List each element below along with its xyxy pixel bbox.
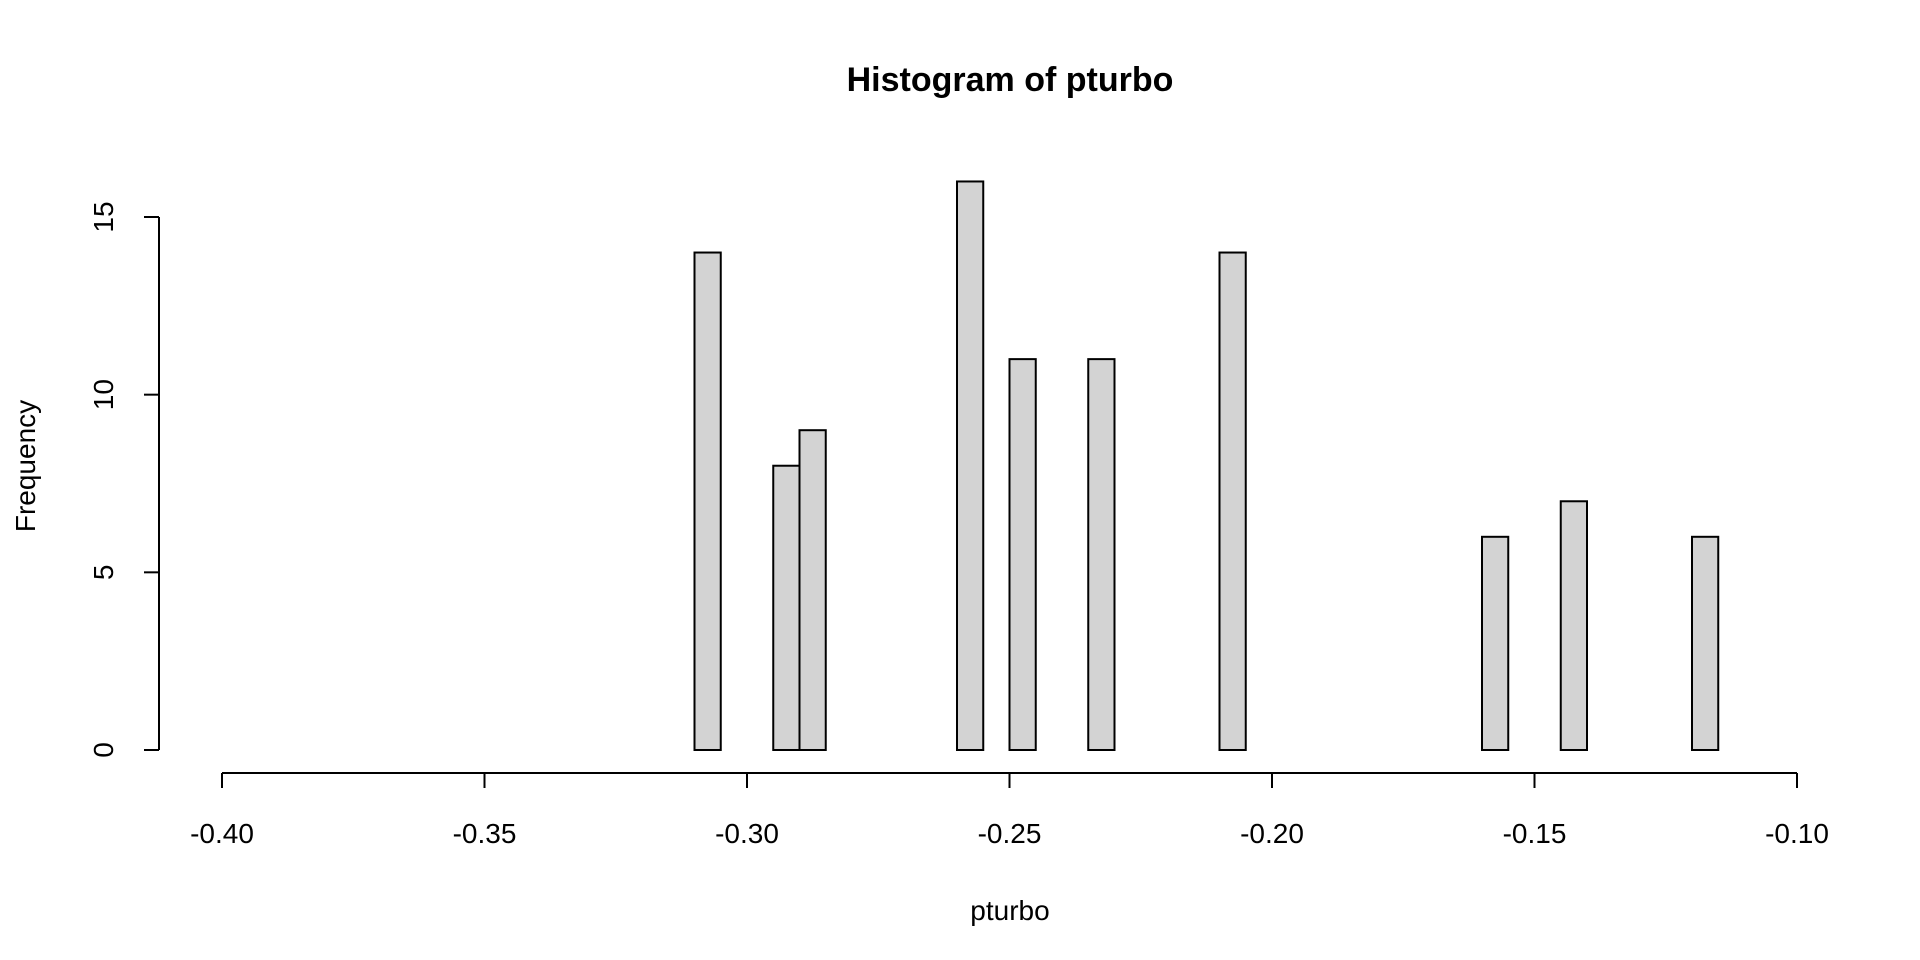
histogram-bar [1691, 535, 1720, 751]
x-tick-label: -0.25 [978, 818, 1042, 849]
histogram-bar [1087, 358, 1116, 751]
y-tick-label: 5 [88, 565, 119, 581]
x-tick-label: -0.15 [1503, 818, 1567, 849]
histogram-bar [1481, 535, 1510, 751]
x-axis-label: pturbo [970, 895, 1049, 926]
histogram-bars [693, 180, 1720, 752]
histogram-bar [1218, 251, 1247, 751]
y-axis: 0 5 10 15 [88, 201, 160, 758]
x-tick-label: -0.40 [190, 818, 254, 849]
x-tick-label: -0.35 [453, 818, 517, 849]
x-axis: -0.40 -0.35 -0.30 -0.25 -0.20 -0.15 -0.10 [190, 772, 1829, 849]
y-tick-label: 15 [88, 201, 119, 232]
x-tick-label: -0.10 [1765, 818, 1829, 849]
chart-title: Histogram of pturbo [847, 61, 1174, 99]
histogram-bar [1559, 500, 1588, 751]
histogram-bar [956, 180, 985, 752]
x-tick-label: -0.20 [1240, 818, 1304, 849]
y-tick-label: 10 [88, 379, 119, 410]
histogram-bar [798, 429, 827, 751]
y-axis-label: Frequency [10, 400, 41, 532]
y-tick-label: 0 [88, 742, 119, 758]
histogram-bar [1008, 358, 1037, 751]
x-tick-label: -0.30 [715, 818, 779, 849]
histogram-bar [772, 464, 801, 751]
histogram-bar [693, 251, 722, 751]
